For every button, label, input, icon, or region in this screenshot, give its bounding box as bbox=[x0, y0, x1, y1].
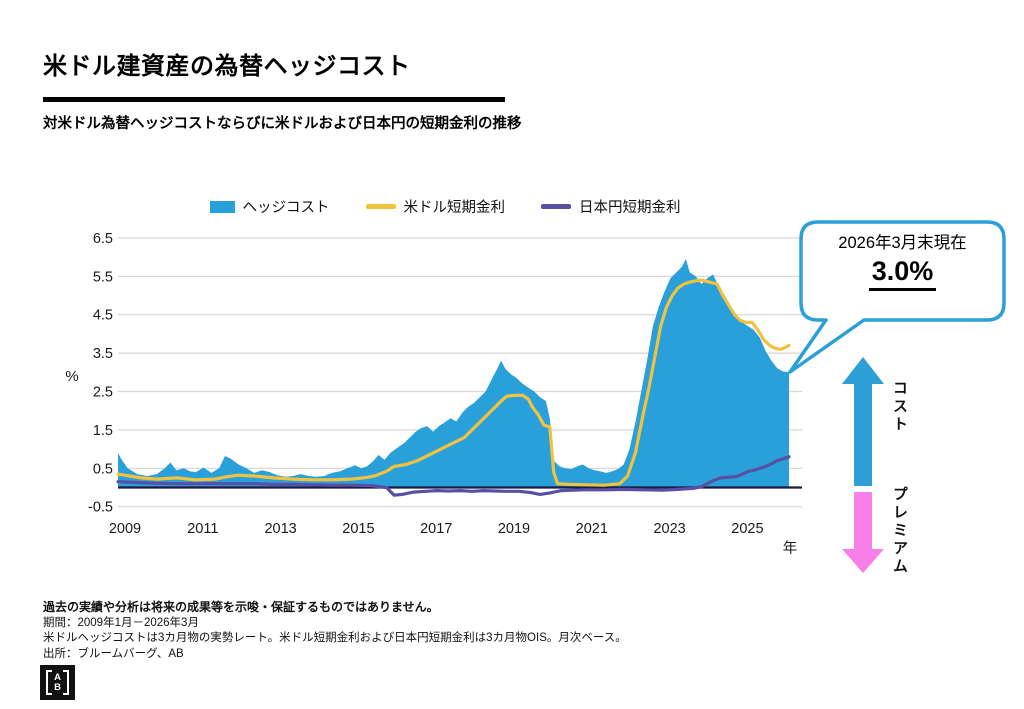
x-axis-unit-label: 年 bbox=[783, 540, 798, 557]
x-tick-label: 2017 bbox=[420, 521, 452, 537]
x-tick-label: 2021 bbox=[576, 521, 608, 537]
period-line: 期間：2009年1月－2026年3月 bbox=[43, 616, 199, 629]
callout-bubble bbox=[788, 220, 1006, 374]
legend-label: 米ドル短期金利 bbox=[403, 200, 506, 216]
logo-left-bracket-icon bbox=[46, 670, 53, 695]
logo-letters: A B bbox=[54, 672, 61, 693]
x-tick-label: 2015 bbox=[342, 521, 374, 537]
methodology-line: 米ドルヘッジコストは3カ月物の実勢レート。米ドル短期金利および日本円短期金利は3… bbox=[43, 632, 627, 644]
legend-label: ヘッジコスト bbox=[242, 200, 330, 216]
premium-down-arrow bbox=[842, 492, 884, 573]
legend-item-jpy-rate: 日本円短期金利 bbox=[541, 196, 681, 217]
callout: 2026年3月末現在 3.0% bbox=[801, 231, 1004, 291]
jpy-rate-swatch-icon bbox=[541, 204, 571, 209]
y-tick-label: 0.5 bbox=[93, 461, 113, 477]
source-line: 出所：ブルームバーグ、AB bbox=[43, 647, 184, 660]
y-tick-label: -0.5 bbox=[88, 500, 113, 516]
y-tick-label: 4.5 bbox=[93, 308, 113, 324]
x-tick-label: 2013 bbox=[264, 521, 296, 537]
usd-rate-line bbox=[116, 278, 791, 487]
cost-label: コスト bbox=[891, 380, 908, 434]
callout-date: 2026年3月末現在 bbox=[838, 234, 967, 252]
x-tick-label: 2009 bbox=[109, 521, 141, 537]
cost-up-arrow bbox=[842, 357, 884, 486]
callout-value: 3.0% bbox=[868, 255, 937, 291]
jpy-rate-line bbox=[116, 455, 791, 497]
footnotes: 過去の実績や分析は将来の成果等を示唆・保証するものではありません。 期間：200… bbox=[43, 600, 627, 662]
series-layer bbox=[116, 259, 802, 497]
y-tick-label: 5.5 bbox=[93, 269, 113, 285]
x-tick-label: 2019 bbox=[498, 521, 530, 537]
axis-layer: 6.5 5.5 4.5 3.5 2.5 1.5 0.5 -0.5 2009 2011 2013 201… bbox=[65, 231, 797, 557]
legend-item-hedge-cost: ヘッジコスト bbox=[209, 196, 330, 217]
hedge-cost-swatch-icon bbox=[209, 200, 235, 213]
y-tick-label: 2.5 bbox=[93, 385, 113, 401]
usd-rate-swatch-icon bbox=[365, 204, 396, 209]
logo-right-bracket-icon bbox=[62, 670, 69, 695]
y-tick-label: 6.5 bbox=[93, 231, 113, 247]
premium-label: プレミアム bbox=[891, 486, 908, 576]
page-title: 米ドル建資産の為替ヘッジコスト bbox=[43, 53, 411, 80]
legend-item-usd-rate: 米ドル短期金利 bbox=[365, 196, 506, 217]
ab-logo: A B bbox=[40, 665, 75, 700]
y-tick-label: 3.5 bbox=[93, 346, 113, 362]
x-tick-label: 2025 bbox=[731, 521, 763, 537]
y-axis-unit-label: % bbox=[65, 368, 78, 385]
title-underline bbox=[43, 97, 505, 102]
hedge-cost-area bbox=[118, 259, 789, 488]
chart-subtitle: 対米ドル為替ヘッジコストならびに米ドルおよび日本円の短期金利の推移 bbox=[43, 116, 522, 132]
x-tick-label: 2011 bbox=[187, 521, 218, 537]
disclaimer-line: 過去の実績や分析は将来の成果等を示唆・保証するものではありません。 bbox=[43, 600, 439, 614]
legend: ヘッジコスト 米ドル短期金利 日本円短期金利 bbox=[95, 196, 795, 217]
x-tick-label: 2023 bbox=[653, 521, 685, 537]
y-tick-label: 1.5 bbox=[93, 423, 113, 439]
legend-label: 日本円短期金利 bbox=[579, 200, 681, 216]
